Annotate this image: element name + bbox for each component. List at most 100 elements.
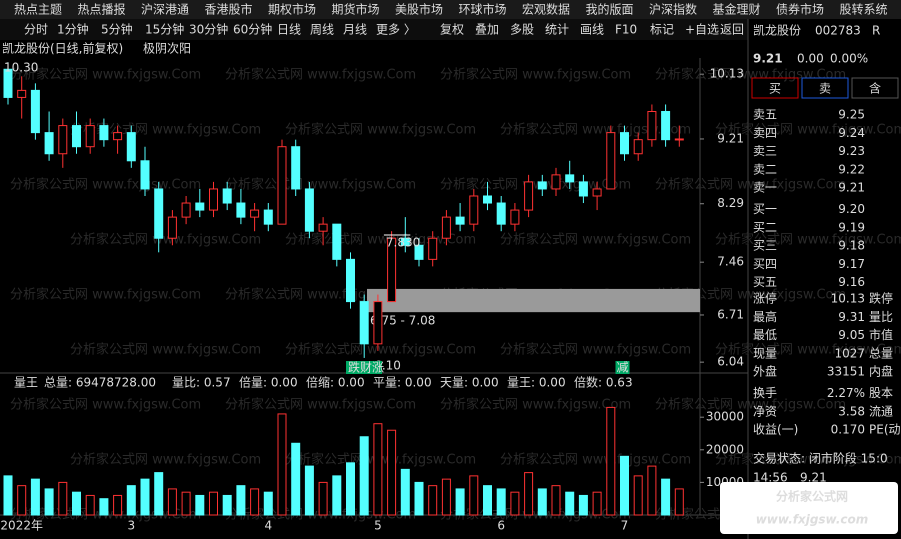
book-price: 9.17 (838, 257, 865, 271)
tool-button[interactable]: 标记 (650, 23, 674, 37)
candle-body (674, 138, 684, 141)
trade-button[interactable] (801, 77, 849, 99)
watermark: 分析家公式网 www.fxjgsw.Com (10, 177, 201, 193)
volume-bar (510, 491, 520, 516)
volume-bar (263, 491, 273, 516)
candle-body (332, 223, 342, 260)
volume-bar (304, 465, 314, 516)
book-price: 9.21 (838, 181, 865, 195)
menu-item[interactable]: 宏观数据 (522, 2, 570, 17)
volume-bar (318, 481, 328, 516)
volume-bar (140, 478, 150, 516)
volume-stat: 倍量: 0.00 (239, 375, 298, 390)
flag: R (872, 24, 880, 38)
period-tab[interactable]: 分时 (24, 23, 48, 37)
book-label: 卖一 (753, 181, 777, 195)
menu-item[interactable]: 热点主题 (14, 3, 62, 17)
stat-value: 33151 (827, 365, 865, 379)
volume-bar (154, 472, 164, 516)
trade-button-label[interactable]: 卖 (819, 82, 831, 96)
tool-button[interactable]: 统计 (545, 23, 569, 37)
volume-bar (551, 485, 561, 516)
menu-item[interactable]: 沪深指数 (649, 2, 697, 17)
volume-stat: 平量: 0.00 (373, 376, 432, 390)
volume-bar (222, 494, 232, 516)
tool-button[interactable]: 多股 (510, 23, 534, 37)
watermark: 分析家公式网 www.fxjgsw.Com (715, 452, 901, 468)
tool-button[interactable]: 画线 (580, 23, 604, 37)
x-tick-label: 3 (127, 519, 135, 533)
stat-value: 9.05 (838, 328, 865, 342)
y-tick-label: 30000 (706, 410, 744, 424)
period-tab[interactable]: 1分钟 (57, 22, 89, 37)
menu-item[interactable]: 香港股市 (205, 2, 253, 17)
menu-item[interactable]: 基金理财 (713, 2, 761, 17)
volume-bar (469, 475, 479, 516)
trade-button-label[interactable]: 含 (869, 81, 881, 96)
menu-item[interactable]: 期货市场 (332, 2, 380, 17)
stat-value: 1027 (834, 346, 865, 360)
trade-button[interactable] (851, 77, 899, 99)
volume-bar (291, 442, 301, 516)
menu-item[interactable]: 债券市场 (776, 2, 824, 17)
menu-item[interactable]: 我的版面 (586, 2, 634, 17)
menu-item[interactable]: 期权市场 (268, 2, 316, 17)
watermark: 分析家公式网 www.fxjgsw.Com (10, 67, 201, 83)
tool-button[interactable]: 复权 (440, 23, 464, 37)
trade-button[interactable] (751, 77, 799, 99)
stat-label: 外盘 (753, 364, 777, 379)
book-price: 9.16 (838, 275, 865, 289)
menu-item[interactable]: 股转系统 (840, 2, 888, 17)
menu-item[interactable]: 美股市场 (395, 2, 443, 17)
candle-body (291, 146, 301, 190)
watermark: 分析家公式网 www.fxjgsw.Com (500, 122, 691, 138)
watermark: 分析家公式网 www.fxjgsw.Com (715, 342, 901, 358)
watermark: 分析家公式网 www.fxjgsw.Com (655, 177, 846, 193)
period-tab[interactable]: 月线 (343, 23, 367, 37)
period-tab[interactable]: 日线 (277, 23, 301, 37)
watermark: 分析家公式网 www.fxjgsw.Com (440, 67, 631, 83)
volume-bar (565, 491, 575, 516)
volume-stat: 总量: 69478728.00 (44, 376, 156, 390)
period-tab[interactable]: 15分钟 (145, 22, 184, 37)
volume-bar (414, 481, 424, 516)
candle-body (263, 209, 273, 225)
volume-title: 量王 (14, 376, 38, 390)
candle-body (633, 139, 643, 155)
tag: 跌财涨 (348, 360, 384, 375)
stat-value: 9.31 (838, 310, 865, 324)
x-tick-label: 4 (264, 519, 272, 533)
tool-button[interactable]: 叠加 (475, 23, 499, 37)
stat-label: 总量 (869, 346, 893, 360)
period-tab[interactable]: 30分钟 (189, 22, 228, 37)
period-tab[interactable]: 更多 〉 (376, 23, 416, 37)
candle-body (58, 125, 68, 155)
volume-bar (44, 488, 54, 516)
trade-button-label[interactable]: 买 (769, 82, 781, 96)
tool-button[interactable]: +自选 (685, 23, 719, 37)
volume-bar (647, 465, 657, 516)
period-tab[interactable]: 60分钟 (233, 22, 272, 37)
book-label: 买四 (753, 257, 777, 271)
candle-body (620, 132, 629, 155)
candle-body (154, 188, 164, 239)
candle-body (30, 89, 40, 134)
tool-button[interactable]: F10 (615, 23, 637, 37)
volume-bar (674, 488, 684, 516)
period-tab[interactable]: 5分钟 (101, 22, 133, 37)
tool-button[interactable]: 返回 (720, 23, 744, 37)
watermark: 分析家公式网 www.fxjgsw.Com (225, 67, 416, 83)
candle-body (524, 181, 534, 211)
menu-item[interactable]: 环球市场 (459, 2, 507, 17)
watermark: 分析家公式网 www.fxjgsw.Com (715, 232, 901, 248)
candle-body (565, 174, 575, 183)
stat-label: 跌停 (869, 291, 893, 306)
menu-item[interactable]: 热点播报 (78, 2, 126, 17)
candle-body (606, 132, 616, 190)
book-label: 卖三 (753, 144, 777, 158)
volume-bar (359, 436, 369, 516)
menu-item[interactable]: 沪深港通 (141, 3, 189, 17)
period-tab[interactable]: 周线 (310, 23, 334, 37)
stat-label: 流通 (869, 404, 893, 418)
